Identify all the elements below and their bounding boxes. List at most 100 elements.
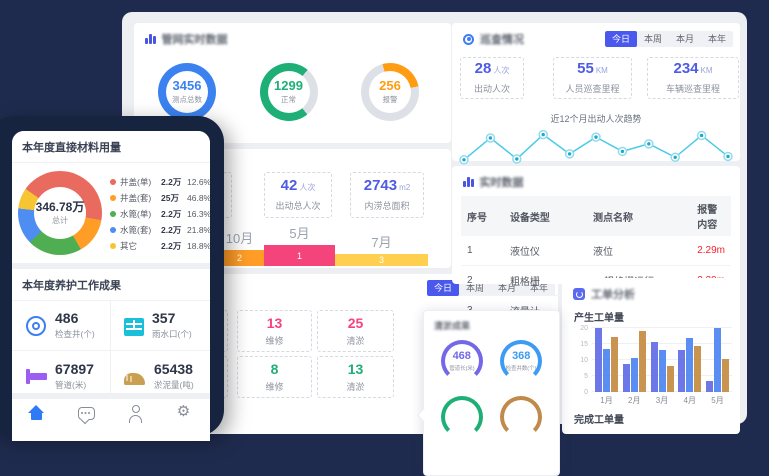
work-stat-box: 8 维修 xyxy=(237,356,312,398)
stat-text: 486 检查井(个) xyxy=(55,311,95,340)
legend-item: 井盖(单) 2.2万 12.6% xyxy=(110,176,210,188)
messages-nav-icon[interactable] xyxy=(77,407,95,420)
cell: 2 xyxy=(461,265,504,296)
stat-value: 28 人次 xyxy=(474,60,510,77)
gauge-value: 468 xyxy=(452,350,471,362)
bar-plot: 0 5 10 15 20 xyxy=(580,325,732,396)
rank-bar: 2 xyxy=(215,250,264,266)
table-row: 1 液位仪 液位 2.29m xyxy=(461,236,731,266)
stat-value: 13 xyxy=(347,361,364,377)
legend-percent: 18.8% xyxy=(187,241,210,251)
stat-value: 42 人次 xyxy=(280,177,316,194)
x-tick-label: 4月 xyxy=(683,396,696,405)
panel-title: 本年度养护工作成果 xyxy=(12,269,210,301)
y-axis-label: 10 xyxy=(580,357,588,364)
tab-本周[interactable]: 本周 xyxy=(643,34,662,44)
y-axis-label: 0 xyxy=(584,389,588,396)
maintenance-stat: 357 雨水口(个) xyxy=(111,301,210,351)
workorder-analysis-panel: 工单分析 产生工单量 0 5 10 15 20 1月 2月 3月 4月 5月 完成工单量 xyxy=(562,278,740,434)
legend-name: 井盖(套) xyxy=(120,193,152,203)
bar xyxy=(622,364,630,392)
legend-item: 井盖(套) 25万 46.8% xyxy=(110,192,210,204)
legend-value: 2.2万 xyxy=(161,225,182,235)
stat-text: 65438 淤泥量(吨) xyxy=(154,361,194,391)
stat-unit: KM xyxy=(595,66,608,75)
bar xyxy=(603,349,610,392)
rank-bar: 3 xyxy=(335,254,428,266)
material-usage-panel: 本年度直接材料用量 346.78万 总计 井盖(单) 2.2万 12.6% 井盖(套)… xyxy=(12,131,210,263)
dredge-results-popover: 清淤成果 468 管道长(米) 368 检查井数(个) xyxy=(423,310,560,476)
legend-value: 25万 xyxy=(161,193,179,203)
phone-screen: 本年度直接材料用量 346.78万 总计 井盖(单) 2.2万 12.6% 井盖(套)… xyxy=(12,131,210,441)
arc-gauge xyxy=(492,396,552,438)
stat-value: 357 xyxy=(152,310,176,326)
gauge-value: 368 xyxy=(512,350,531,362)
legend-dot xyxy=(110,179,116,185)
legend-percent: 46.8% xyxy=(187,193,210,203)
legend-value: 2.2万 xyxy=(161,209,182,219)
legend-percent: 16.3% xyxy=(187,209,210,219)
cell: 液位仪 xyxy=(503,236,588,266)
stat-label: 车辆巡查里程 xyxy=(665,84,720,94)
bar xyxy=(686,338,694,392)
panel-title: 巡查情况 xyxy=(480,34,524,46)
alarm-table-header: 序号 设备类型 测点名称 报警内容 xyxy=(461,196,731,236)
tab-本年[interactable]: 本年 xyxy=(707,34,726,44)
legend-name: 水篦(单) xyxy=(120,209,152,219)
pipe-icon xyxy=(25,365,47,387)
legend-name: 水篦(套) xyxy=(120,225,152,235)
stat-unit: m2 xyxy=(399,183,411,192)
work-stat-box: 13 清淤 xyxy=(317,356,394,398)
gauge-arc xyxy=(500,396,543,438)
donut-center: 256 报警 xyxy=(369,71,411,113)
stat-label: 维修 xyxy=(265,336,284,346)
donut-label: 报警 xyxy=(382,95,398,104)
rank-month-label: 7月 xyxy=(371,235,392,250)
stat-label: 出动总人次 xyxy=(275,201,321,211)
gauge-label: 检查井数(个) xyxy=(505,366,537,372)
column-header: 测点名称 xyxy=(587,196,692,236)
stat-label: 人员巡查里程 xyxy=(565,84,620,94)
stat-label: 雨水口(个) xyxy=(152,329,192,339)
legend-value: 2.2万 xyxy=(161,177,182,187)
tab-本月[interactable]: 本月 xyxy=(675,34,694,44)
legend-dot xyxy=(110,211,116,217)
bar xyxy=(666,366,674,392)
y-axis-label: 20 xyxy=(580,325,588,332)
stat-value: 486 xyxy=(55,310,79,326)
bar-group-4月 xyxy=(678,338,702,392)
panel-title: 工单分析 xyxy=(591,289,635,301)
stat-label: 淤泥量(吨) xyxy=(154,379,194,390)
chart-title: 产生工单量 xyxy=(574,313,624,324)
donut-label: 正常 xyxy=(281,95,296,104)
y-axis-label: 5 xyxy=(584,373,588,380)
stat-value: 13 xyxy=(266,315,283,331)
legend-dot xyxy=(110,243,116,249)
mobile-mockup: 本年度直接材料用量 346.78万 总计 井盖(单) 2.2万 12.6% 井盖(套)… xyxy=(0,116,224,441)
donut-center: 3456 测点总数 xyxy=(166,71,208,113)
popover-title: 清淤成果 xyxy=(434,321,471,331)
stat-box: 2743 m2 内涝总面积 xyxy=(350,172,424,218)
bar xyxy=(611,336,618,392)
maintenance-stat: 65438 淤泥量(吨) xyxy=(111,351,210,401)
gauge-arc: 368 检查井数(个) xyxy=(500,340,543,382)
gauge-label: 管道长(米) xyxy=(449,366,475,372)
column-header: 报警内容 xyxy=(691,196,731,236)
legend-percent: 12.6% xyxy=(187,177,210,187)
bar xyxy=(678,350,686,392)
x-axis-labels: 1月 2月 3月 4月 5月 xyxy=(592,395,732,406)
gridline xyxy=(592,327,732,328)
bar-group-1月 xyxy=(595,328,618,392)
stat-label: 内涝总面积 xyxy=(364,201,410,211)
tab-今日[interactable]: 今日 xyxy=(426,280,459,296)
gauge-arc: 468 管道长(米) xyxy=(440,340,483,382)
maintenance-stat: 67897 管道(米) xyxy=(12,351,111,401)
legend-item: 水篦(套) 2.2万 21.8% xyxy=(110,224,210,236)
home-nav-icon[interactable] xyxy=(28,405,45,422)
profile-nav-icon[interactable] xyxy=(127,405,144,423)
tab-今日[interactable]: 今日 xyxy=(604,31,637,47)
pipe-realtime-panel: 管网实时数据 3456 测点总数 1299 正常 256 报警 xyxy=(134,23,451,143)
settings-nav-icon[interactable] xyxy=(177,402,194,422)
bar xyxy=(658,350,666,392)
legend-name: 井盖(单) xyxy=(120,177,152,187)
